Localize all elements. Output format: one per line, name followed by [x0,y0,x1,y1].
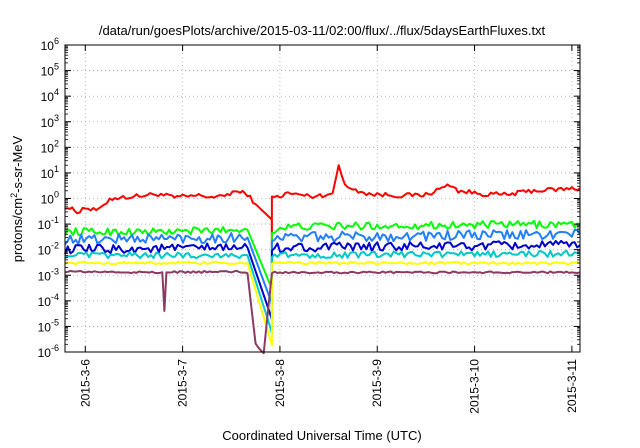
y-tick-exponent: -3 [51,266,59,276]
y-tick-label: 104 [41,87,59,104]
y-tick-base: 10 [41,141,55,155]
y-tick-base: 10 [38,269,52,283]
series-line [64,239,581,321]
y-tick-label: 102 [41,138,59,155]
y-tick-exponent: -1 [51,215,59,225]
y-tick-base: 10 [38,320,52,334]
y-tick-exponent: 1 [54,164,59,174]
x-axis-label: Coordinated Universal Time (UTC) [222,428,421,443]
y-tick-label: 10-5 [38,317,59,334]
y-tick-base: 10 [41,90,55,104]
x-axis-ticks: 2015-3-6 2015-3-7 2015-3-8 2015-3-9 2015-3-1… [78,45,579,414]
series-lines [64,164,581,355]
y-tick-label: 105 [41,62,59,79]
y-tick-exponent: -6 [51,343,59,353]
chart-title: /data/run/goesPlots/archive/2015-03-11/0… [99,23,546,38]
y-tick-exponent: 5 [54,62,59,72]
y-tick-exponent: 0 [54,190,59,200]
series-line [64,228,581,308]
series-line [64,269,581,355]
y-tick-base: 10 [41,39,55,53]
series-line [64,260,581,347]
series-line [64,164,581,250]
y-tick-label: 101 [41,164,59,181]
x-tick-label: 2015-3-11 [565,359,579,413]
y-tick-exponent: 6 [54,36,59,46]
y-tick-exponent: -4 [51,292,59,302]
x-tick-label: 2015-3-10 [468,359,482,414]
plot-frame [64,44,581,353]
y-axis-label-sup: 2 [9,193,19,198]
y-tick-base: 10 [41,193,55,207]
y-axis-label-pre: protons/cm [10,198,25,262]
y-tick-exponent: 4 [54,87,59,97]
series-line [64,249,581,336]
y-axis-label-post: -s-sr-MeV [10,135,25,192]
y-axis-ticks: 10-610-510-410-310-210-11001011021031041… [38,36,580,360]
y-tick-base: 10 [38,346,52,360]
y-tick-label: 10-1 [38,215,59,232]
y-tick-label: 10-3 [38,266,59,283]
y-tick-base: 10 [41,116,55,130]
y-tick-base: 10 [38,218,52,232]
x-tick-label: 2015-3-9 [370,359,384,407]
y-tick-base: 10 [41,65,55,79]
y-tick-label: 100 [41,190,59,207]
y-tick-label: 10-4 [38,292,59,309]
y-tick-exponent: 2 [54,138,59,148]
y-tick-base: 10 [38,295,52,309]
grid [65,45,580,352]
y-tick-label: 10-6 [38,343,59,360]
y-tick-exponent: -2 [51,241,59,251]
y-tick-exponent: 3 [54,113,59,123]
x-tick-label: 2015-3-8 [273,359,287,407]
x-tick-label: 2015-3-7 [176,359,190,407]
y-tick-base: 10 [38,244,52,258]
y-tick-label: 103 [41,113,59,130]
y-tick-base: 10 [41,167,55,181]
y-tick-exponent: -5 [51,317,59,327]
y-tick-label: 10-2 [38,241,59,258]
y-tick-label: 106 [41,36,59,53]
series-line [64,219,581,295]
y-axis-label: protons/cm2-s-sr-MeV [9,135,25,262]
x-tick-label: 2015-3-6 [78,359,92,407]
